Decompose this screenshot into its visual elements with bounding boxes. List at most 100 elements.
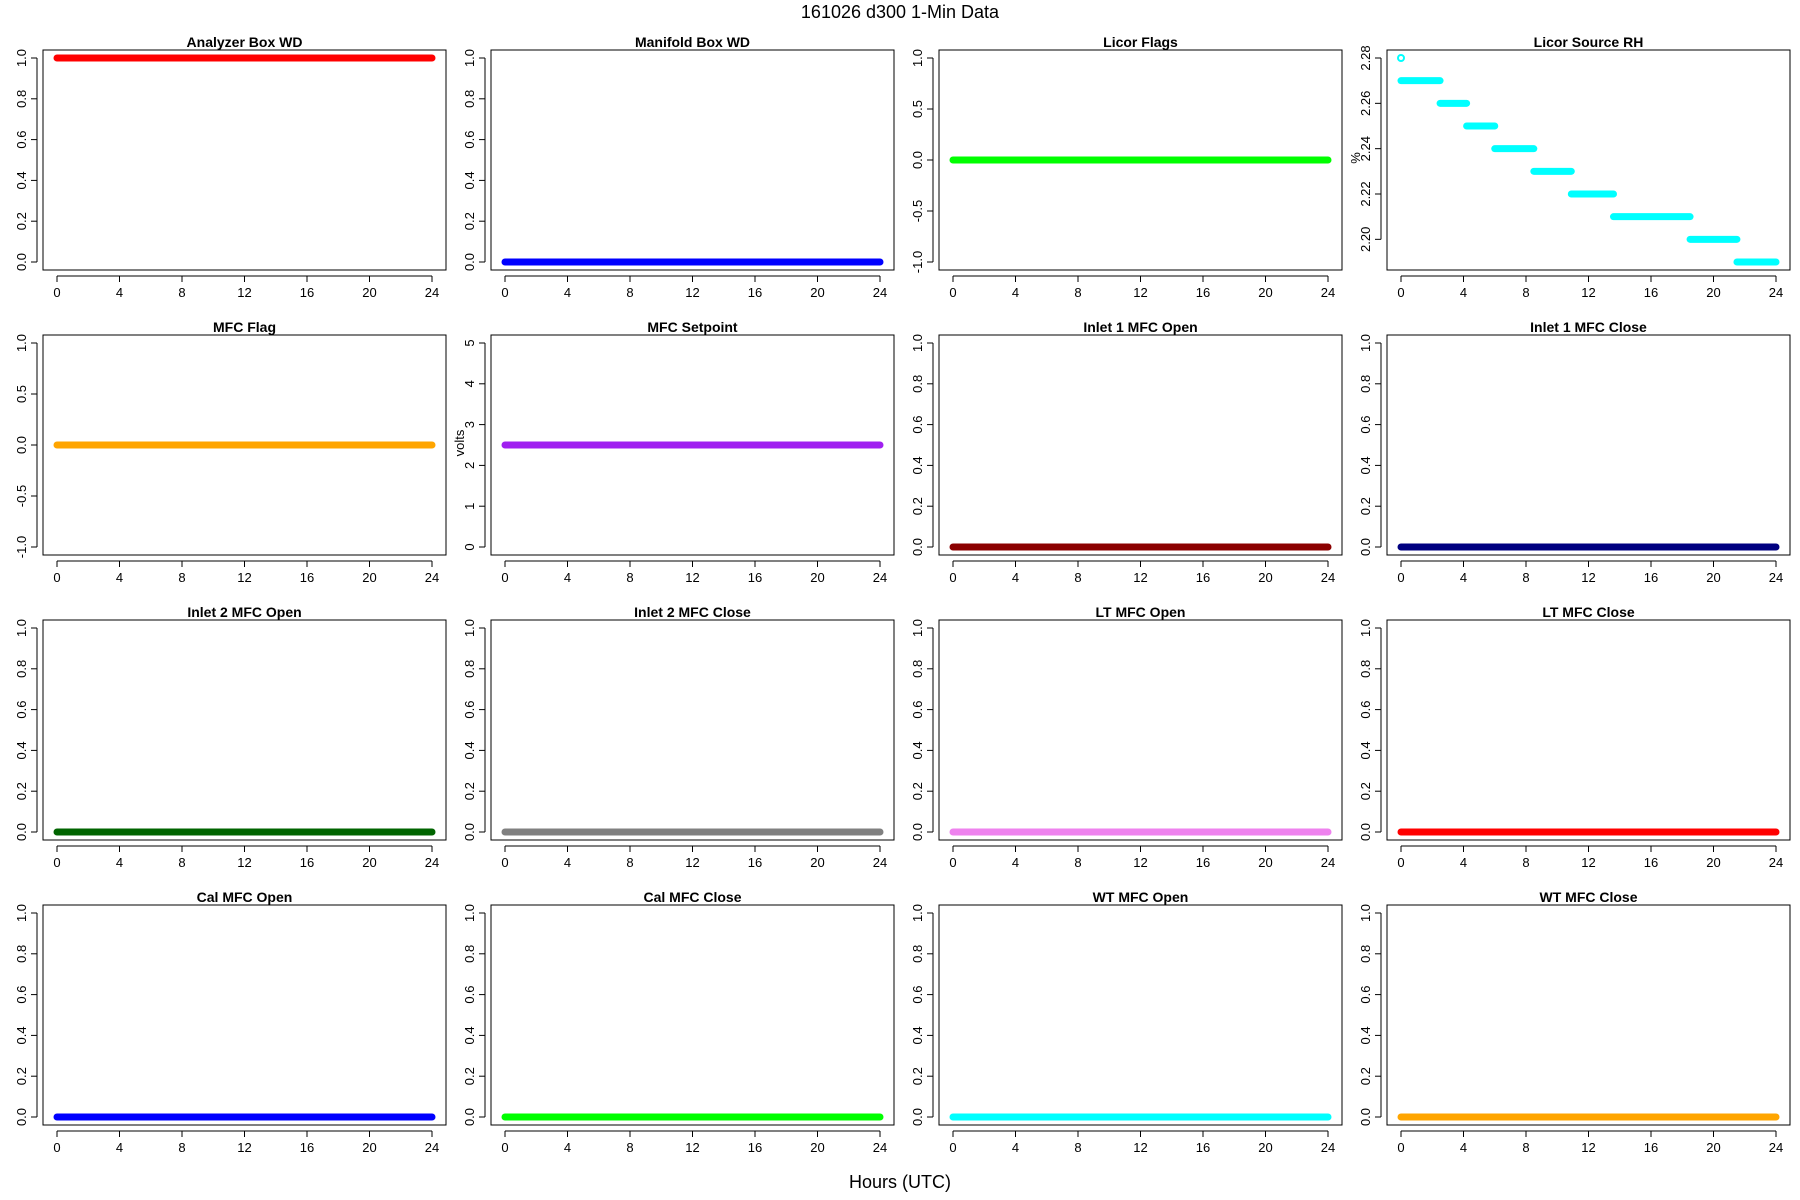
x-tick-label: 12 (1133, 570, 1147, 585)
x-tick-label: 20 (810, 570, 824, 585)
y-tick-label: 0.8 (462, 660, 477, 678)
y-tick-label: 0.8 (1358, 660, 1373, 678)
x-tick-label: 0 (949, 1140, 956, 1155)
x-tick-label: 16 (748, 570, 762, 585)
x-tick-label: 8 (626, 855, 633, 870)
panel-title: WT MFC Open (1093, 889, 1189, 905)
x-tick-label: 24 (873, 285, 887, 300)
x-tick-label: 24 (873, 1140, 887, 1155)
x-tick-label: 24 (1769, 855, 1783, 870)
x-tick-label: 12 (237, 285, 251, 300)
figure-title: 161026 d300 1-Min Data (801, 2, 1000, 22)
panel-title: MFC Setpoint (647, 319, 738, 335)
y-tick-label: 1.0 (1358, 904, 1373, 922)
y-tick-label: 0.0 (1358, 823, 1373, 841)
x-tick-label: 12 (685, 570, 699, 585)
y-tick-label: 3 (462, 421, 477, 428)
panel: Inlet 2 MFC Close 0 4 8 12 16 20 24 0.0 0.2 0.4 0.6… (462, 604, 895, 870)
plot-frame (490, 49, 895, 271)
x-tick-label: 20 (362, 285, 376, 300)
y-tick-label: 0.6 (462, 131, 477, 149)
panel: WT MFC Close 0 4 8 12 16 20 24 0.0 0.2 0.4 0.6 0.8 1.… (1358, 889, 1791, 1155)
panel: LT MFC Close 0 4 8 12 16 20 24 0.0 0.2 0.4 0.6 0.8 1.… (1358, 604, 1791, 870)
plot-frame (490, 904, 895, 1126)
x-tick-label: 24 (873, 855, 887, 870)
x-tick-label: 12 (685, 1140, 699, 1155)
y-tick-label: 0.8 (14, 660, 29, 678)
y-tick-label: 0.0 (910, 1108, 925, 1126)
y-tick-label: 1.0 (1358, 619, 1373, 637)
y-tick-label: 0.4 (14, 741, 29, 759)
x-tick-label: 12 (1133, 1140, 1147, 1155)
x-tick-label: 20 (362, 1140, 376, 1155)
y-tick-label: 0.4 (462, 1026, 477, 1044)
y-tick-label: 0.0 (1358, 1108, 1373, 1126)
x-tick-label: 20 (1706, 855, 1720, 870)
y-tick-label: -0.5 (14, 485, 29, 507)
panel-title: Cal MFC Open (197, 889, 293, 905)
plot-frame (1386, 49, 1791, 271)
x-tick-label: 20 (810, 285, 824, 300)
y-tick-label: 2.22 (1358, 181, 1373, 206)
x-tick-label: 16 (1196, 570, 1210, 585)
x-tick-label: 4 (116, 855, 123, 870)
y-tick-label: 0.2 (1358, 497, 1373, 515)
x-tick-label: 0 (53, 855, 60, 870)
y-tick-label: 2.28 (1358, 45, 1373, 70)
y-tick-label: 0.4 (14, 171, 29, 189)
x-tick-label: 4 (1012, 285, 1019, 300)
x-tick-label: 8 (626, 285, 633, 300)
x-tick-label: 4 (564, 570, 571, 585)
panel: Manifold Box WD 0 4 8 12 16 20 24 0.0 0.2 0.4 0.6 0.… (462, 34, 895, 300)
panel-title: LT MFC Open (1096, 604, 1186, 620)
x-tick-label: 16 (1196, 285, 1210, 300)
x-tick-label: 4 (1460, 1140, 1467, 1155)
y-tick-label: 1.0 (14, 904, 29, 922)
x-tick-label: 8 (1074, 570, 1081, 585)
panel-title: Licor Source RH (1534, 34, 1644, 50)
x-tick-label: 20 (1258, 1140, 1272, 1155)
x-tick-label: 12 (1581, 1140, 1595, 1155)
plot-frame (490, 334, 895, 556)
y-tick-label: 0.6 (14, 701, 29, 719)
x-tick-label: 0 (501, 570, 508, 585)
y-tick-label: 0.2 (1358, 782, 1373, 800)
x-tick-label: 8 (626, 570, 633, 585)
x-tick-label: 16 (1644, 285, 1658, 300)
y-tick-label: 0 (462, 543, 477, 550)
y-tick-label: 0.2 (910, 1067, 925, 1085)
x-tick-label: 12 (685, 855, 699, 870)
x-tick-label: 0 (53, 570, 60, 585)
x-tick-label: 8 (1074, 285, 1081, 300)
x-tick-label: 4 (1460, 285, 1467, 300)
y-tick-label: 0.6 (1358, 701, 1373, 719)
x-tick-label: 24 (1769, 570, 1783, 585)
panel: Inlet 2 MFC Open 0 4 8 12 16 20 24 0.0 0.2 0.4 0.6 0… (14, 604, 447, 870)
y-tick-label: 0.4 (910, 456, 925, 474)
x-tick-label: 16 (300, 285, 314, 300)
panel-title: Inlet 1 MFC Close (1530, 319, 1647, 335)
panel-title: Licor Flags (1103, 34, 1178, 50)
x-tick-label: 12 (685, 285, 699, 300)
y-tick-label: 0.0 (14, 823, 29, 841)
panel: Inlet 1 MFC Close 0 4 8 12 16 20 24 0.0 0.2 0.4 0.6… (1358, 319, 1791, 585)
y-tick-label: 0.0 (14, 1108, 29, 1126)
x-tick-label: 16 (300, 855, 314, 870)
x-tick-label: 8 (1522, 1140, 1529, 1155)
y-tick-label: 0.0 (14, 253, 29, 271)
x-tick-label: 20 (1706, 1140, 1720, 1155)
y-tick-label: 1.0 (1358, 334, 1373, 352)
x-tick-label: 20 (362, 855, 376, 870)
y-tick-label: 0.8 (910, 945, 925, 963)
y-tick-label: 0.6 (1358, 416, 1373, 434)
y-tick-label: 0.0 (910, 538, 925, 556)
x-tick-label: 16 (1644, 1140, 1658, 1155)
x-tick-label: 24 (425, 570, 439, 585)
panel-title: LT MFC Close (1542, 604, 1635, 620)
y-tick-label: 0.8 (1358, 375, 1373, 393)
y-tick-label: 1.0 (462, 49, 477, 67)
x-tick-label: 12 (1581, 285, 1595, 300)
x-tick-label: 16 (748, 285, 762, 300)
y-tick-label: 0.8 (14, 90, 29, 108)
